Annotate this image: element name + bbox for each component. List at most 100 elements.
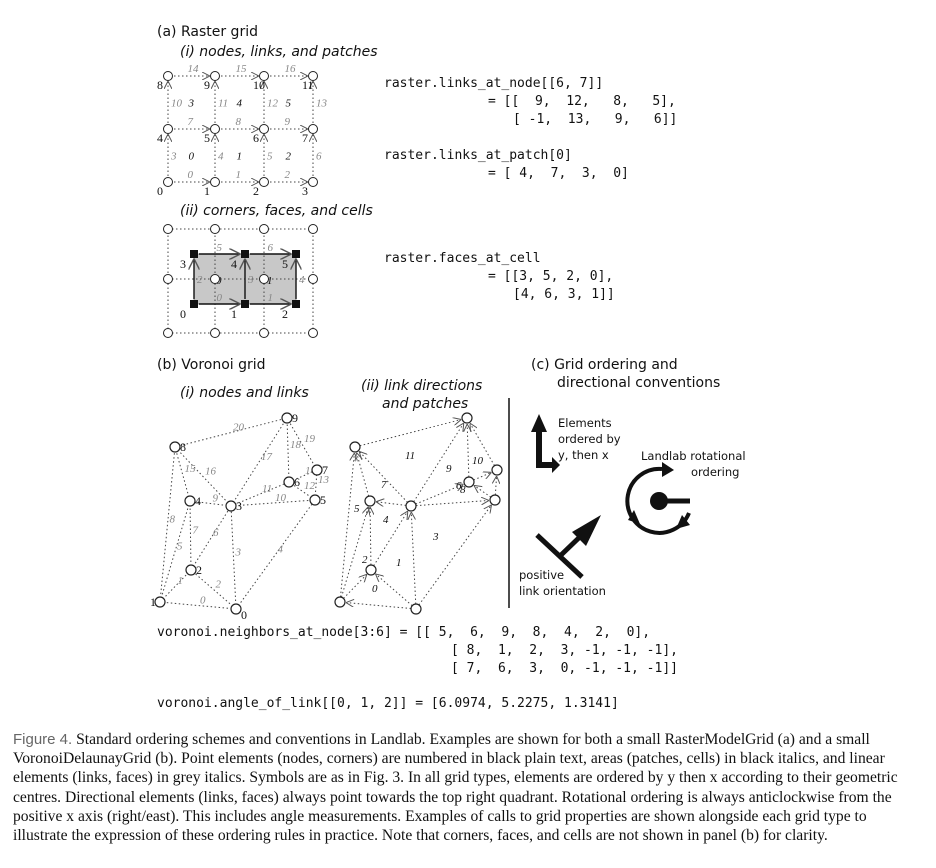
raster-faces <box>167 228 314 334</box>
voronoi-node-label: 9 <box>292 411 298 425</box>
voronoi-patch-label: 10 <box>472 455 484 467</box>
raster-node-label: 3 <box>302 184 308 198</box>
voronoi-patch-label: 0 <box>372 583 378 595</box>
voronoi-node-label: 8 <box>180 440 186 454</box>
raster-node <box>308 124 318 134</box>
positive-link-icon <box>535 515 601 579</box>
voronoi-link-label: 17 <box>261 451 273 463</box>
raster-corner-label: 0 <box>180 307 186 321</box>
raster-link-label: 15 <box>236 63 248 75</box>
voronoi-directed-link <box>470 424 495 466</box>
raster-node-label: 2 <box>253 184 259 198</box>
raster-node <box>308 328 318 338</box>
voronoi-node <box>489 494 501 506</box>
voronoi-directed-link <box>475 486 492 498</box>
voronoi-node <box>364 495 376 507</box>
voronoi-link-label: 1 <box>178 575 184 587</box>
voronoi-link-label: 4 <box>278 544 284 556</box>
raster-corner-label: 3 <box>180 257 186 271</box>
voronoi-link-label: 11 <box>262 483 272 495</box>
elements-ordered-text-1: Elements <box>558 416 612 430</box>
voronoi-node <box>184 495 196 507</box>
raster-node <box>210 224 220 234</box>
voronoi-patch-label: 6 <box>456 480 462 492</box>
voronoi-node <box>169 441 181 453</box>
code-voronoi-neighbors-line1: voronoi.neighbors_at_node[3:6] = [[ 5, 6… <box>157 625 651 640</box>
voronoi-node <box>349 441 361 453</box>
raster-face-label: 5 <box>217 242 223 254</box>
voronoi-link <box>230 417 288 507</box>
voronoi-node-label: 0 <box>241 608 247 622</box>
raster-node-label: 0 <box>157 184 163 198</box>
voronoi-directed-link <box>495 477 496 496</box>
voronoi-directed-link <box>415 485 463 505</box>
raster-patch-label: 3 <box>188 98 195 110</box>
raster-node <box>308 274 318 284</box>
raster-face-label: 0 <box>217 292 223 304</box>
voronoi-node <box>154 596 166 608</box>
panel-a-i-heading: (i) nodes, links, and patches <box>180 44 378 60</box>
panel-a-heading: (a) Raster grid <box>157 24 258 40</box>
voronoi-link-label: 13 <box>318 474 330 486</box>
voronoi-node-label: 7 <box>322 463 328 477</box>
raster-link-label: 0 <box>188 169 194 181</box>
raster-link-label: 7 <box>188 116 194 128</box>
voronoi-directed-link <box>343 575 366 599</box>
voronoi-directed-link <box>347 603 412 610</box>
raster-node <box>308 224 318 234</box>
raster-link-label: 9 <box>285 116 291 128</box>
voronoi-link-label: 10 <box>275 492 287 504</box>
raster-node <box>210 71 220 81</box>
raster-link-label: 16 <box>285 63 297 75</box>
voronoi-node-label: 5 <box>320 493 326 507</box>
voronoi-directed-link <box>376 575 413 607</box>
voronoi-directed-link <box>467 425 469 478</box>
raster-node <box>259 328 269 338</box>
voronoi-link <box>189 500 232 507</box>
voronoi-link <box>159 601 237 610</box>
voronoi-node <box>461 412 473 424</box>
voronoi-patch-label: 4 <box>383 514 389 526</box>
raster-corner-label: 4 <box>231 257 237 271</box>
raster-node-label: 10 <box>253 78 265 92</box>
code-voronoi-angle: voronoi.angle_of_link[[0, 1, 2]] = [6.09… <box>157 696 619 711</box>
raster-node <box>308 71 318 81</box>
raster-node <box>163 328 173 338</box>
voronoi-node <box>334 596 346 608</box>
voronoi-patch-label: 1 <box>396 557 402 569</box>
raster-node <box>259 124 269 134</box>
code-raster-patch-line2: = [ 4, 7, 3, 0] <box>488 166 629 181</box>
raster-node <box>259 71 269 81</box>
voronoi-link <box>230 481 290 507</box>
raster-corner <box>190 300 198 308</box>
voronoi-node <box>309 494 321 506</box>
figure-caption: Figure 4. Standard ordering schemes and … <box>13 730 923 845</box>
voronoi-node <box>283 476 295 488</box>
voronoi-node-label: 6 <box>294 475 300 489</box>
raster-node <box>210 328 220 338</box>
raster-corner <box>190 250 198 258</box>
panel-c-heading-2: directional conventions <box>557 375 721 391</box>
raster-node <box>163 71 173 81</box>
voronoi-node-label: 4 <box>195 494 201 508</box>
panel-c-heading-1: (c) Grid ordering and <box>531 357 678 373</box>
voronoi-link <box>159 569 192 603</box>
voronoi-directed-link <box>473 473 491 481</box>
voronoi-directed-link <box>357 454 370 497</box>
code-raster-faces-line3: [4, 6, 3, 1]] <box>513 287 615 302</box>
raster-node-label: 5 <box>204 131 210 145</box>
raster-cell-label: 1 <box>267 275 273 287</box>
element-symbols <box>154 71 503 615</box>
voronoi-patch-label: 9 <box>446 463 452 475</box>
raster-node-label: 7 <box>302 131 308 145</box>
voronoi-link-label: 2 <box>216 579 222 591</box>
voronoi-directed-link <box>370 508 371 566</box>
raster-corner-label: 2 <box>282 307 288 321</box>
raster-face-label: 1 <box>268 292 274 304</box>
raster-node <box>210 124 220 134</box>
voronoi-link-label: 6 <box>213 527 219 539</box>
raster-node <box>163 274 173 284</box>
elements-ordered-text-3: y, then x <box>558 448 609 462</box>
